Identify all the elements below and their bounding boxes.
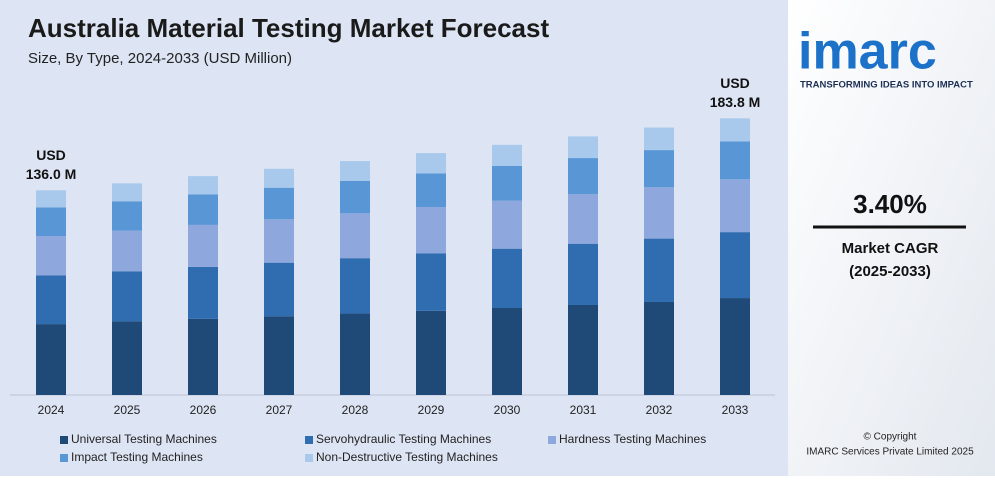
legend-swatch	[60, 436, 68, 444]
company: IMARC Services Private Limited 2025	[806, 447, 974, 458]
copyright: © Copyright	[864, 432, 917, 443]
x-tick-label: 2032	[646, 403, 673, 417]
bar-segment	[112, 271, 142, 322]
bar-segment	[492, 144, 522, 166]
x-tick-label: 2033	[722, 403, 749, 417]
bar-segment	[36, 324, 66, 395]
bar-segment	[112, 230, 142, 272]
legend-label: Hardness Testing Machines	[559, 432, 706, 446]
bar-segment	[188, 266, 218, 319]
bar-segment	[492, 165, 522, 201]
x-tick-label: 2030	[494, 403, 521, 417]
bar-segment	[568, 158, 598, 195]
bar-segment	[112, 321, 142, 395]
x-tick-label: 2026	[190, 403, 217, 417]
bar-segment	[112, 201, 142, 231]
bar-segment	[188, 176, 218, 195]
cagr-label: Market CAGR	[842, 240, 939, 257]
x-tick-label: 2024	[38, 403, 65, 417]
legend-swatch	[305, 436, 313, 444]
x-tick-label: 2028	[342, 403, 369, 417]
bar-segment	[36, 190, 66, 208]
bar-segment	[36, 275, 66, 325]
bar-segment	[568, 136, 598, 159]
bar-segment	[492, 248, 522, 308]
bar-segment	[340, 258, 370, 314]
total-label: USD	[720, 75, 750, 91]
logo: imarc	[798, 23, 937, 81]
chart-title: Australia Material Testing Market Foreca…	[28, 13, 549, 43]
bar-segment	[568, 243, 598, 305]
legend-label: Impact Testing Machines	[71, 450, 203, 464]
legend-swatch	[60, 454, 68, 462]
bar-segment	[644, 127, 674, 151]
bar-segment	[340, 213, 370, 259]
bar-segment	[264, 262, 294, 317]
bar-segment	[340, 313, 370, 395]
bar-segment	[644, 150, 674, 188]
chart-subtitle: Size, By Type, 2024-2033 (USD Million)	[28, 50, 292, 67]
legend-label: Servohydraulic Testing Machines	[316, 432, 491, 446]
bar-segment	[644, 238, 674, 302]
bar-segment	[188, 224, 218, 267]
bar-segment	[720, 118, 750, 142]
x-tick-label: 2031	[570, 403, 597, 417]
bar-segment	[416, 153, 446, 174]
bar-segment	[112, 183, 142, 202]
sidebar-background	[788, 0, 995, 476]
bar-segment	[644, 187, 674, 239]
cagr-period: (2025-2033)	[849, 263, 931, 280]
total-label: 136.0 M	[26, 166, 77, 182]
x-tick-label: 2029	[418, 403, 445, 417]
bar-segment	[416, 173, 446, 207]
bar-segment	[264, 219, 294, 263]
x-tick-label: 2027	[266, 403, 293, 417]
x-tick-label: 2025	[114, 403, 141, 417]
bar-segment	[416, 310, 446, 395]
total-label: USD	[36, 147, 66, 163]
legend-label: Non-Destructive Testing Machines	[316, 450, 498, 464]
bar-segment	[264, 316, 294, 395]
legend-swatch	[548, 436, 556, 444]
bar-segment	[492, 307, 522, 395]
tagline: TRANSFORMING IDEAS INTO IMPACT	[800, 80, 973, 91]
bar-segment	[644, 301, 674, 395]
bar-segment	[340, 161, 370, 181]
bar-segment	[340, 180, 370, 214]
legend-label: Universal Testing Machines	[71, 432, 217, 446]
total-label: 183.8 M	[710, 94, 761, 110]
bar-segment	[36, 236, 66, 276]
bar-segment	[416, 253, 446, 311]
bar-segment	[568, 304, 598, 395]
bar-segment	[492, 200, 522, 249]
bar-segment	[416, 206, 446, 254]
bar-segment	[720, 298, 750, 395]
legend-swatch	[305, 454, 313, 462]
bar-segment	[720, 232, 750, 299]
bar-segment	[568, 194, 598, 244]
bar-segment	[188, 318, 218, 395]
bar-segment	[264, 187, 294, 220]
bar-segment	[264, 168, 294, 188]
bar-segment	[720, 141, 750, 180]
bar-segment	[188, 194, 218, 225]
bar-segment	[720, 179, 750, 233]
bar-segment	[36, 207, 66, 237]
cagr-value: 3.40%	[853, 189, 927, 219]
